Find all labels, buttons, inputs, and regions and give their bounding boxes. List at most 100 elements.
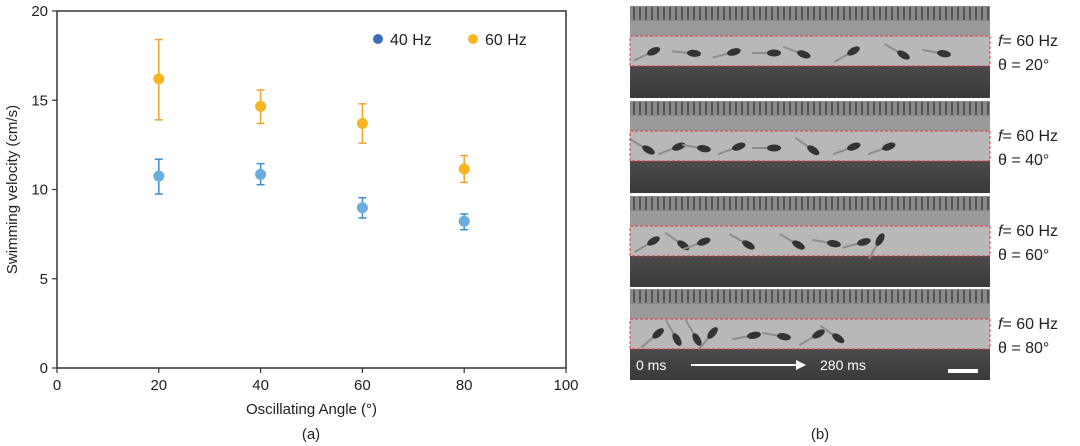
- ruler-mark: [861, 7, 863, 20]
- tadpole-body: [672, 333, 682, 346]
- x-axis-label: Oscillating Angle (°): [246, 401, 377, 418]
- ruler-mark: [969, 290, 971, 303]
- ruler-mark: [693, 7, 695, 20]
- ruler-mark: [933, 197, 935, 210]
- tadpole: [752, 144, 781, 152]
- ruler-mark: [759, 290, 761, 303]
- tadpole: [732, 331, 761, 341]
- tadpole-body: [647, 236, 660, 246]
- tadpole-body: [697, 237, 711, 246]
- ruler-mark: [951, 290, 953, 303]
- ruler-mark: [927, 7, 929, 20]
- channel: [630, 226, 990, 256]
- tadpole-body: [777, 333, 791, 341]
- ruler-mark: [675, 290, 677, 303]
- x-tick-label: 60: [354, 377, 371, 394]
- ruler-mark: [777, 7, 779, 20]
- ruler-mark: [837, 102, 839, 115]
- ruler-mark: [639, 7, 641, 20]
- tadpole-body: [672, 142, 686, 151]
- time-arrow-head: [796, 360, 806, 370]
- data-point-60hz: [255, 100, 267, 112]
- wall: [630, 116, 990, 131]
- ruler-mark: [861, 102, 863, 115]
- ruler-mark: [891, 102, 893, 115]
- ruler-mark: [693, 290, 695, 303]
- ruler-mark: [657, 290, 659, 303]
- ruler-mark: [645, 197, 647, 210]
- ruler-mark: [711, 197, 713, 210]
- tadpole-body: [692, 333, 702, 346]
- ruler-mark: [903, 102, 905, 115]
- tadpole: [671, 49, 701, 57]
- ruler-mark: [867, 7, 869, 20]
- highlight-box: [629, 35, 991, 67]
- tadpole: [868, 233, 885, 260]
- data-point-40hz: [153, 170, 165, 182]
- ruler-mark: [777, 102, 779, 115]
- ruler-mark: [867, 197, 869, 210]
- ruler-mark: [945, 197, 947, 210]
- ruler-mark: [783, 7, 785, 20]
- ruler-mark: [675, 197, 677, 210]
- ruler-mark: [825, 7, 827, 20]
- ruler-mark: [987, 197, 989, 210]
- tadpole: [728, 233, 755, 250]
- legend-marker: [373, 34, 383, 44]
- ruler-mark: [987, 102, 989, 115]
- ruler-mark: [879, 102, 881, 115]
- tadpole: [832, 142, 861, 156]
- tadpole-body: [937, 50, 951, 58]
- ruler-mark: [861, 197, 863, 210]
- ruler-mark: [909, 102, 911, 115]
- channel: [630, 319, 990, 349]
- ruler-mark: [903, 7, 905, 20]
- y-tick-label: 5: [40, 271, 48, 288]
- ruler-mark: [723, 102, 725, 115]
- ruler-mark: [897, 102, 899, 115]
- tadpole-body: [807, 145, 820, 156]
- tadpole-body: [847, 46, 860, 56]
- ruler-mark: [963, 102, 965, 115]
- ruler-mark: [723, 7, 725, 20]
- ruler-mark: [963, 197, 965, 210]
- ruler-mark: [885, 7, 887, 20]
- ruler-mark: [669, 197, 671, 210]
- ruler-mark: [957, 290, 959, 303]
- ruler-mark: [981, 102, 983, 115]
- ruler-mark: [735, 7, 737, 20]
- ruler-mark: [837, 197, 839, 210]
- ruler: [630, 289, 990, 304]
- ruler-mark: [795, 102, 797, 115]
- tadpole: [682, 237, 711, 251]
- ruler-mark: [759, 7, 761, 20]
- angle-label: θ = 20°: [998, 57, 1049, 74]
- ruler-mark: [699, 197, 701, 210]
- ruler-mark: [879, 7, 881, 20]
- y-axis-label: Swimming velocity (cm/s): [4, 105, 21, 274]
- ruler-mark: [681, 102, 683, 115]
- ruler-mark: [705, 7, 707, 20]
- angle-label: θ = 80°: [998, 340, 1049, 357]
- time-end-label: 280 ms: [820, 357, 866, 373]
- ruler-mark: [921, 290, 923, 303]
- highlight-box: [629, 130, 991, 162]
- ruler-mark: [909, 7, 911, 20]
- ruler-mark: [747, 290, 749, 303]
- ruler-mark: [693, 197, 695, 210]
- ruler-mark: [633, 102, 635, 115]
- ruler-mark: [741, 102, 743, 115]
- ruler-mark: [765, 7, 767, 20]
- ruler-mark: [711, 102, 713, 115]
- image-strips-panel: f= 60 Hzθ = 20°f= 60 Hzθ = 40°f= 60 Hzθ …: [628, 6, 1058, 380]
- ruler-mark: [837, 290, 839, 303]
- data-point-40hz: [458, 215, 470, 227]
- panel-label-b: (b): [811, 426, 829, 443]
- ruler-mark: [975, 197, 977, 210]
- data-point-60hz: [458, 163, 470, 175]
- tadpole: [782, 45, 811, 59]
- ruler-mark: [843, 7, 845, 20]
- ruler-mark: [933, 102, 935, 115]
- ruler-mark: [669, 102, 671, 115]
- ruler-mark: [855, 290, 857, 303]
